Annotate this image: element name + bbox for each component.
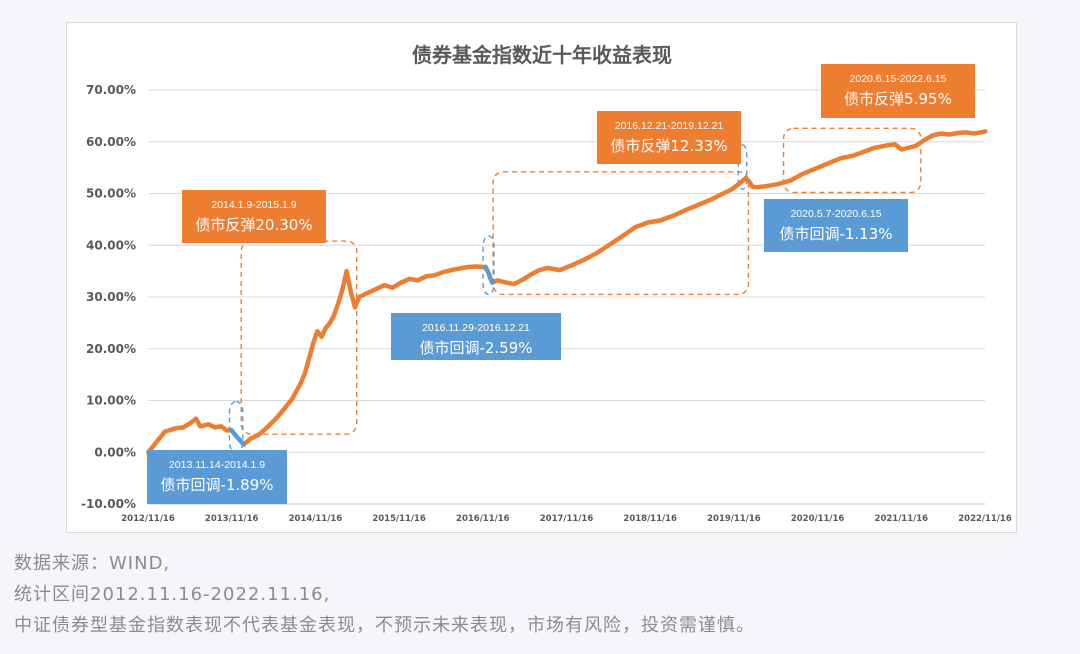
pullback-segment <box>228 427 246 447</box>
annotation-range: 2013.11.14-2014.1.9 <box>169 459 265 471</box>
annotation-range: 2020.6.15-2022.6.15 <box>850 73 947 85</box>
y-tick-label: 0.00% <box>94 445 136 459</box>
rebound-period-frame <box>240 240 358 435</box>
x-tick-label: 2016/11/16 <box>456 514 510 524</box>
x-tick-label: 2018/11/16 <box>623 514 677 524</box>
annotation-value: 债市反弹5.95% <box>844 90 952 108</box>
pullback-annotation: 2020.5.7-2020.6.15 债市回调-1.13% <box>764 199 908 252</box>
chart-title: 债券基金指数近十年收益表现 <box>412 43 672 67</box>
annotation-box <box>764 199 908 252</box>
rebound-period-frame <box>492 171 750 296</box>
y-tick-label: 70.00% <box>86 83 136 97</box>
annotation-box <box>391 313 561 360</box>
annotation-value: 债市回调-2.59% <box>419 339 532 357</box>
source-notes: 数据来源：WIND, 统计区间2012.11.16-2022.11.16, 中证… <box>14 548 1064 641</box>
x-tick-label: 2014/11/16 <box>289 514 343 524</box>
x-tick-label: 2015/11/16 <box>372 514 426 524</box>
y-tick-label: 30.00% <box>86 290 136 304</box>
y-tick-label: 60.00% <box>86 135 136 149</box>
pullback-annotation: 2013.11.14-2014.1.9 债市回调-1.89% <box>147 450 287 504</box>
annotation-range: 2020.5.7-2020.6.15 <box>790 208 881 220</box>
annotation-range: 2016.11.29-2016.12.21 <box>422 322 530 334</box>
y-tick-label: -10.00% <box>81 497 136 511</box>
y-tick-label: 10.00% <box>86 394 136 408</box>
annotation-value: 债市回调-1.13% <box>779 225 892 243</box>
note-data-source: 数据来源：WIND, <box>14 553 171 574</box>
pullback-annotation: 2016.11.29-2016.12.21 债市回调-2.59% <box>391 313 561 360</box>
rebound-annotation: 2016.12.21-2019.12.21 债市反弹12.33% <box>597 111 741 164</box>
bond-fund-index-chart: 债券基金指数近十年收益表现 -10.00% 0.00% 10.00% 20.00% 30.… <box>81 43 1012 524</box>
annotation-value: 债市反弹20.30% <box>195 216 312 234</box>
x-tick-label: 2012/11/16 <box>121 514 175 524</box>
annotation-box <box>821 64 975 118</box>
x-tick-label: 2020/11/16 <box>791 514 845 524</box>
pullback-period-frame <box>737 144 748 191</box>
annotation-range: 2014.1.9-2015.1.9 <box>211 199 296 211</box>
index-line <box>146 129 988 455</box>
x-tick-label: 2021/11/16 <box>875 514 929 524</box>
x-tick-label: 2022/11/16 <box>958 514 1012 524</box>
rebound-annotation: 2020.6.15-2022.6.15 债市反弹5.95% <box>821 64 975 118</box>
y-tick-label: 40.00% <box>86 238 136 252</box>
annotation-value: 债市回调-1.89% <box>160 476 273 494</box>
chart-card: 债券基金指数近十年收益表现 -10.00% 0.00% 10.00% 20.00% 30.… <box>66 22 1017 533</box>
y-tick-label: 50.00% <box>86 187 136 201</box>
y-tick-label: 20.00% <box>86 342 136 356</box>
annotation-range: 2016.12.21-2019.12.21 <box>615 120 724 132</box>
x-tick-label: 2019/11/16 <box>707 514 761 524</box>
annotation-box <box>147 450 287 504</box>
annotation-value: 债市反弹12.33% <box>610 137 727 155</box>
x-tick-label: 2013/11/16 <box>205 514 259 524</box>
annotation-box <box>182 190 326 243</box>
rebound-period-frame <box>782 127 922 194</box>
annotation-box <box>597 111 741 164</box>
note-period: 统计区间2012.11.16-2022.11.16, <box>14 584 331 605</box>
note-disclaimer: 中证债券型基金指数表现不代表基金表现，不预示未来表现，市场有风险，投资需谨慎。 <box>14 615 755 636</box>
pullback-segment <box>483 264 495 285</box>
rebound-annotation: 2014.1.9-2015.1.9 债市反弹20.30% <box>182 190 326 243</box>
x-tick-label: 2017/11/16 <box>540 514 594 524</box>
